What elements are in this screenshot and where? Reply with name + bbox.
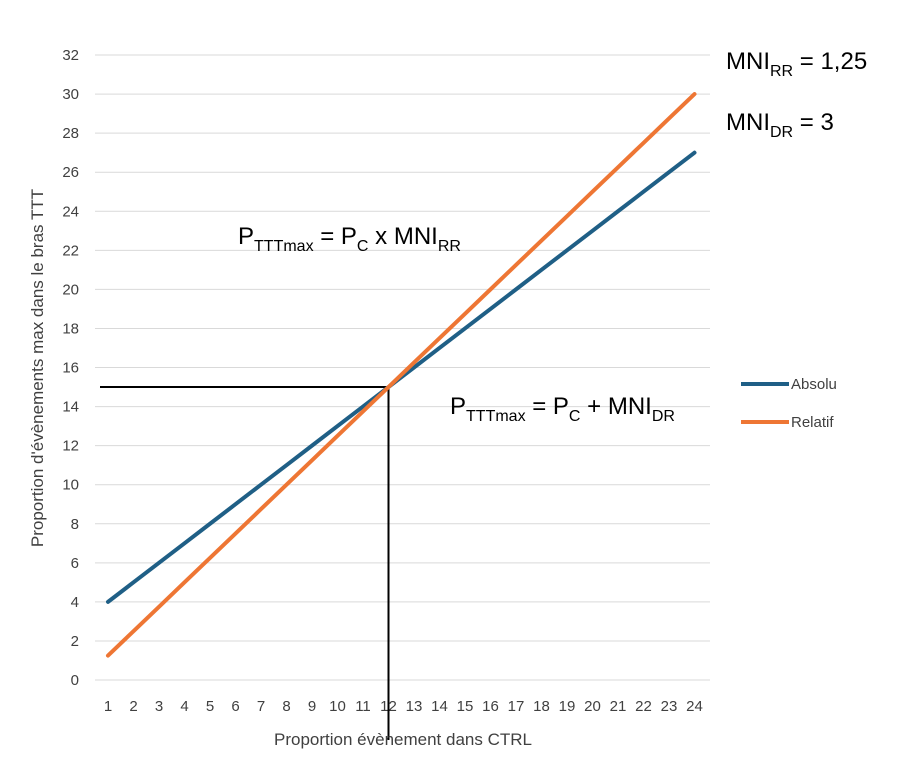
grid-lines <box>95 54 710 681</box>
x-axis-title: Proportion évènement dans CTRL <box>274 730 532 749</box>
y-tick-label: 26 <box>62 164 79 181</box>
x-tick-label: 5 <box>206 698 214 715</box>
y-tick-label: 22 <box>62 242 79 259</box>
x-tick-label: 9 <box>308 698 316 715</box>
y-tick-label: 6 <box>71 555 79 572</box>
x-tick-label: 21 <box>610 698 627 715</box>
legend-label-relatif: Relatif <box>791 414 834 431</box>
x-tick-label: 1 <box>104 698 112 715</box>
x-tick-label: 13 <box>406 698 423 715</box>
x-axis-ticks: 1 2 3 4 5 6 7 8 9 10 11 12 13 14 15 16 17 18 19 20 21 22 23 24 <box>104 698 703 715</box>
x-tick-label: 19 <box>559 698 576 715</box>
x-tick-label: 18 <box>533 698 550 715</box>
x-tick-label: 6 <box>231 698 239 715</box>
y-tick-label: 16 <box>62 360 79 377</box>
y-tick-label: 10 <box>62 477 79 494</box>
series-line-relatif <box>106 92 697 658</box>
formula-relative-annotation: PTTTmax = PC x MNIRR <box>238 223 461 255</box>
formula-absolute-annotation: PTTTmax = PC + MNIDR <box>450 393 675 425</box>
x-tick-label: 24 <box>686 698 703 715</box>
y-tick-label: 4 <box>71 594 79 611</box>
y-tick-label: 0 <box>71 672 79 689</box>
y-tick-label: 12 <box>62 438 79 455</box>
x-tick-label: 2 <box>129 698 137 715</box>
y-tick-label: 24 <box>62 203 79 220</box>
series-lines <box>106 92 697 658</box>
x-tick-label: 10 <box>329 698 346 715</box>
x-tick-label: 7 <box>257 698 265 715</box>
x-tick-label: 20 <box>584 698 601 715</box>
x-tick-label: 17 <box>508 698 525 715</box>
x-tick-label: 14 <box>431 698 448 715</box>
x-tick-label: 22 <box>635 698 652 715</box>
y-tick-label: 28 <box>62 125 79 142</box>
y-tick-label: 8 <box>71 516 79 533</box>
reference-lines <box>100 386 390 740</box>
y-axis-title: Proportion d'évènements max dans le bras… <box>28 189 47 547</box>
y-tick-label: 2 <box>71 633 79 650</box>
x-tick-label: 8 <box>282 698 290 715</box>
y-tick-label: 18 <box>62 320 79 337</box>
y-tick-label: 32 <box>62 47 79 64</box>
legend: Absolu Relatif <box>741 376 837 431</box>
y-tick-label: 30 <box>62 86 79 103</box>
y-tick-label: 14 <box>62 399 79 416</box>
y-tick-label: 20 <box>62 281 79 298</box>
x-tick-label: 11 <box>355 698 371 715</box>
x-tick-label: 16 <box>482 698 499 715</box>
x-tick-label: 23 <box>661 698 678 715</box>
mni-rr-annotation: MNIRR = 1,25 <box>726 48 867 80</box>
x-tick-label: 3 <box>155 698 163 715</box>
x-tick-label: 4 <box>180 698 188 715</box>
mni-dr-annotation: MNIDR = 3 <box>726 109 834 141</box>
x-tick-label: 15 <box>457 698 474 715</box>
legend-label-absolu: Absolu <box>791 376 837 393</box>
